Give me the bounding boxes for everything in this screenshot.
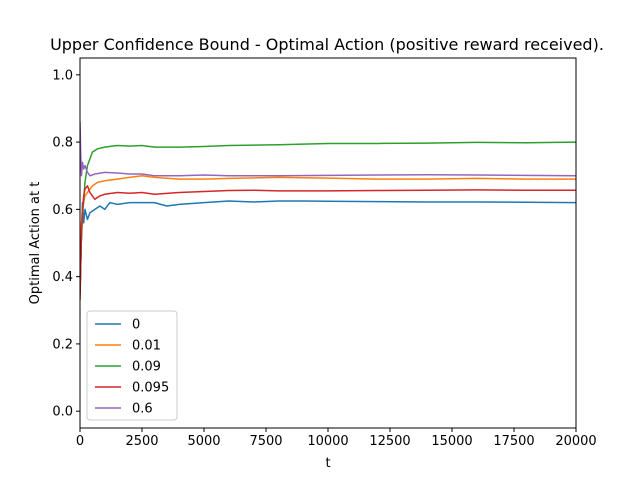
y-tick-label: 0.0 — [52, 405, 73, 420]
legend: 0 0.01 0.09 0.095 0.6 — [86, 310, 178, 421]
legend-box — [86, 310, 178, 421]
x-tick-label: 7500 — [249, 434, 282, 449]
legend-label-0: 0 — [132, 318, 140, 333]
x-tick-label: 0 — [76, 434, 84, 449]
y-tick-label: 0.8 — [52, 136, 73, 151]
x-tick-label: 20000 — [555, 434, 596, 449]
series-line-0 — [80, 200, 576, 294]
legend-label-4: 0.6 — [132, 402, 153, 417]
y-tick-label: 0.2 — [52, 337, 73, 352]
chart-title: Upper Confidence Bound - Optimal Action … — [50, 35, 604, 54]
x-axis: 0 2500 5000 7500 10000 12500 15000 17500 20000 — [76, 428, 597, 449]
series-line-2 — [80, 141, 576, 294]
y-tick-label: 1.0 — [52, 68, 73, 83]
x-tick-label: 2500 — [125, 434, 158, 449]
legend-label-3: 0.095 — [132, 381, 169, 396]
y-axis-label: Optimal Action at t — [28, 182, 43, 305]
x-tick-label: 17500 — [493, 434, 534, 449]
y-tick-label: 0.4 — [52, 270, 73, 285]
legend-label-2: 0.09 — [132, 360, 161, 375]
y-tick-label: 0.6 — [52, 203, 73, 218]
x-axis-label: t — [325, 456, 330, 471]
series-line-3 — [80, 185, 576, 301]
x-tick-label: 10000 — [307, 434, 348, 449]
x-tick-label: 12500 — [369, 434, 410, 449]
series-line-1 — [80, 174, 576, 277]
y-axis: 0.0 0.2 0.4 0.6 0.8 1.0 — [52, 68, 80, 420]
series-layer — [80, 121, 576, 301]
legend-label-1: 0.01 — [132, 339, 161, 354]
x-tick-label: 5000 — [187, 434, 220, 449]
x-tick-label: 15000 — [431, 434, 472, 449]
series-line-4 — [80, 121, 576, 177]
